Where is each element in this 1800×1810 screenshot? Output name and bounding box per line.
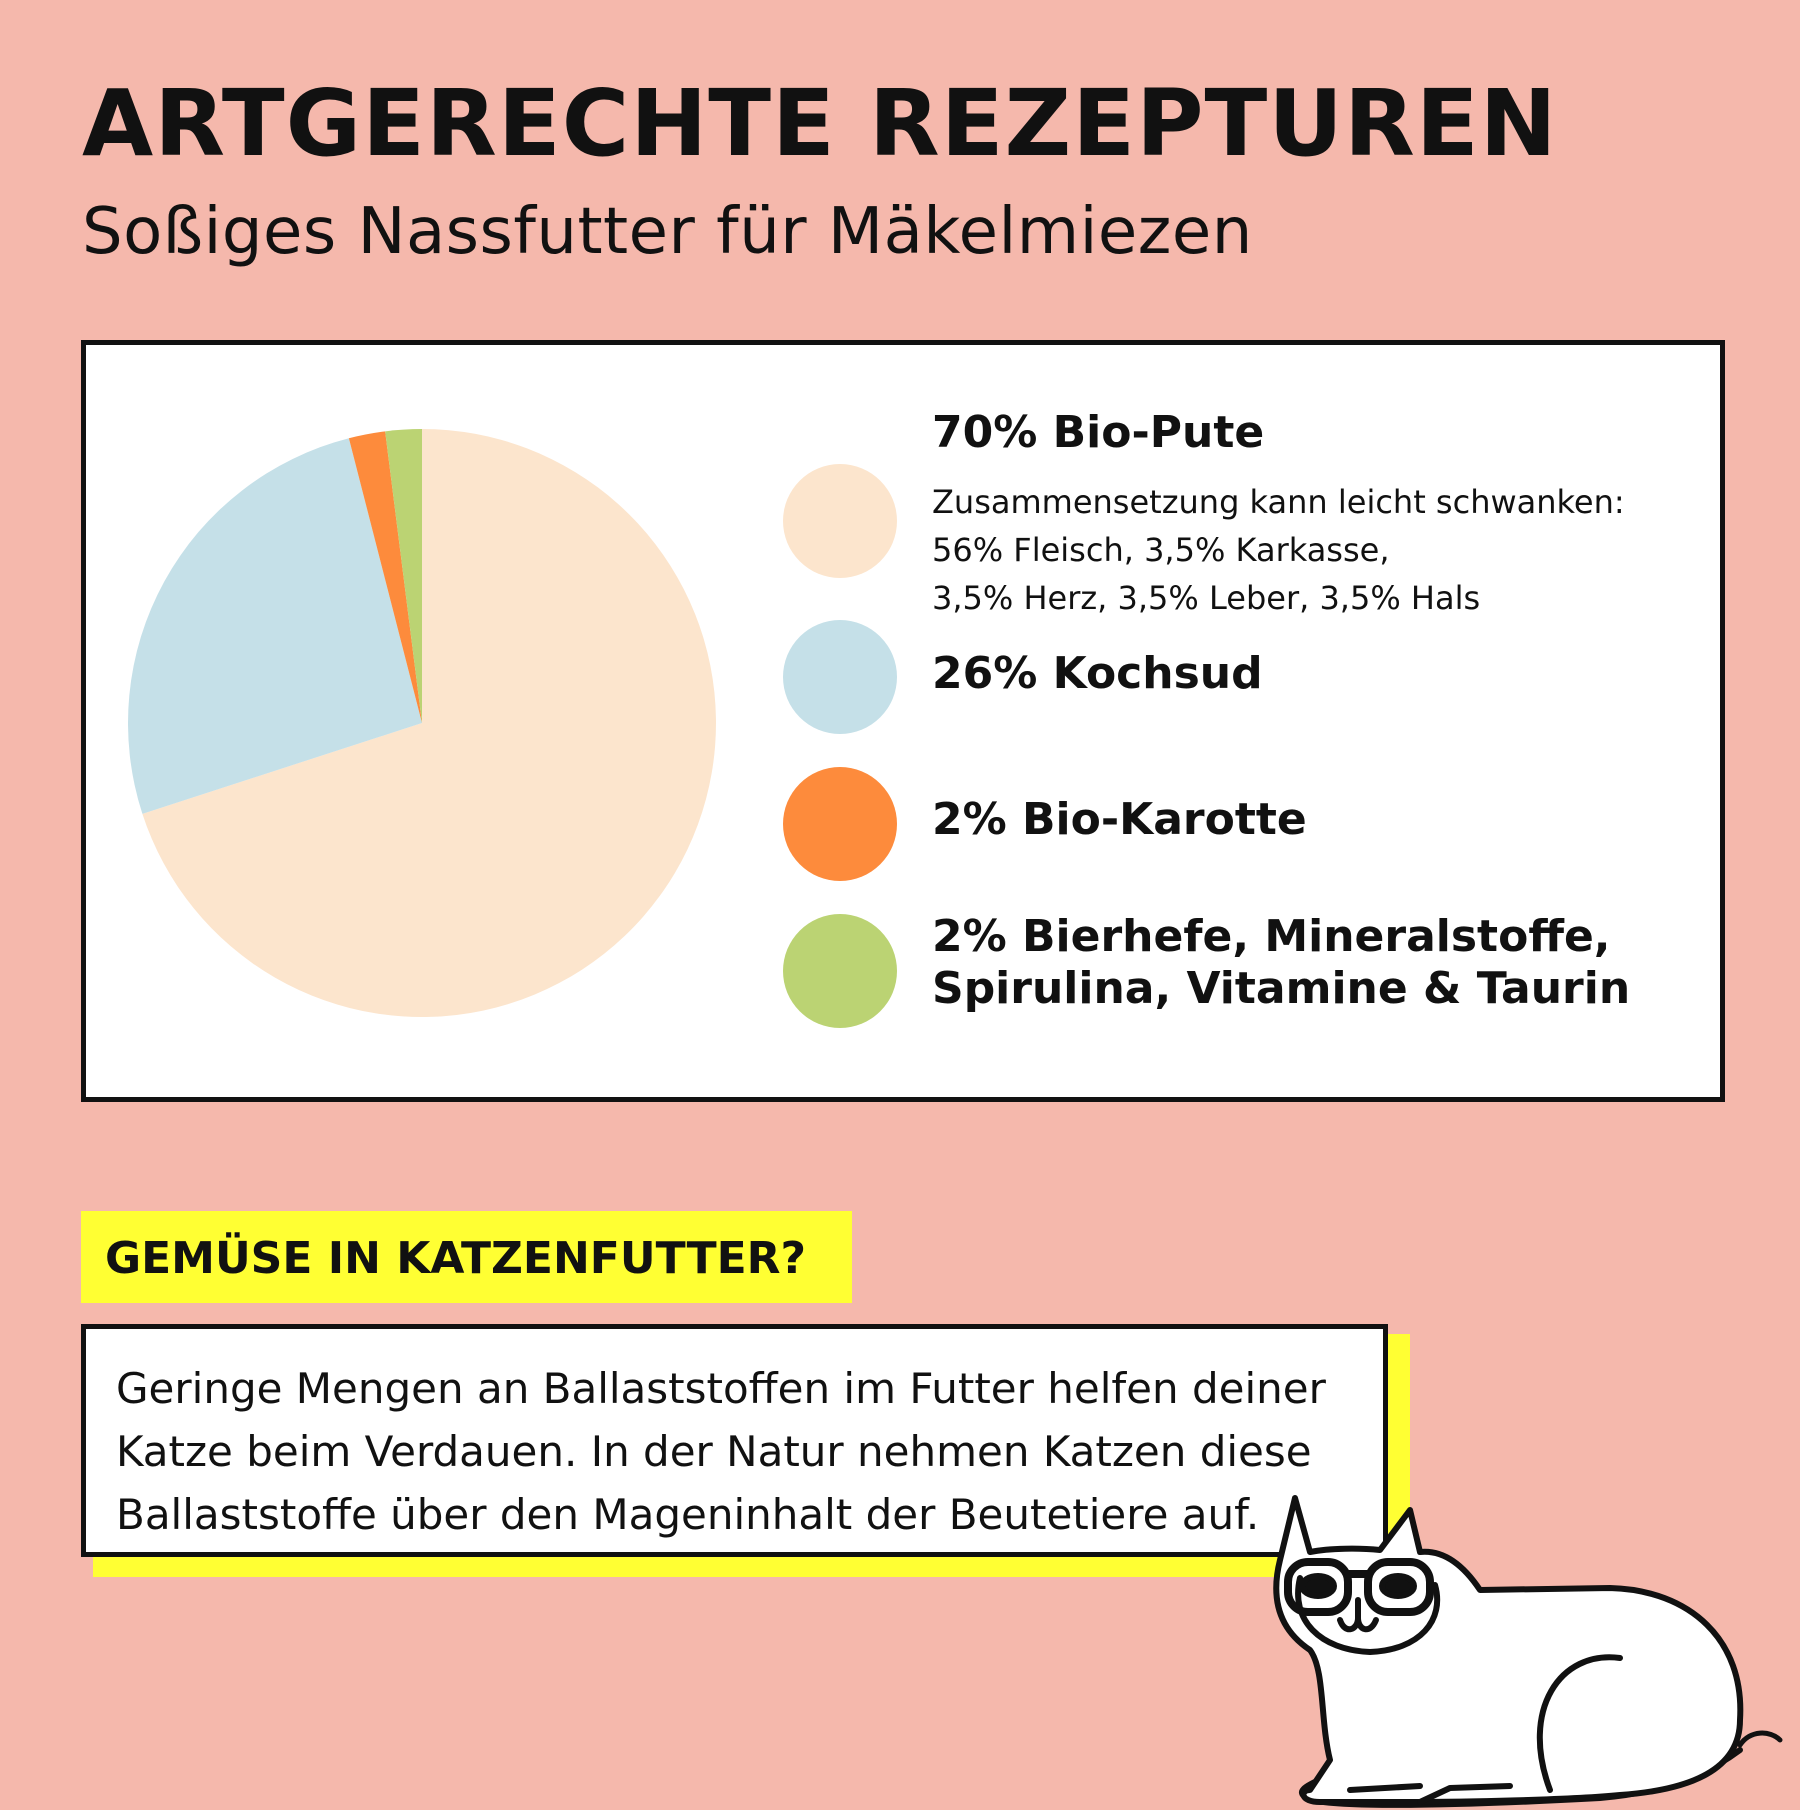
info-box: Geringe Mengen an Ballaststoffen im Futt… [81, 1324, 1388, 1557]
pie-chart [127, 429, 716, 1017]
info-line: Katze beim Verdauen. In der Natur nehmen… [116, 1427, 1312, 1476]
cat-illustration-icon [1273, 1495, 1783, 1808]
chart-panel: 70% Bio-Pute Zusammensetzung kann leicht… [81, 340, 1725, 1102]
legend-swatch-supplements [783, 914, 897, 1028]
legend-label-supplements: 2% Bierhefe, Mineralstoffe, Spirulina, V… [932, 911, 1631, 1014]
info-line: Geringe Mengen an Ballaststoffen im Futt… [116, 1364, 1326, 1413]
legend-label-kochsud: 26% Kochsud [932, 648, 1263, 699]
page-title: ARTGERECHTE REZEPTUREN [82, 70, 1558, 177]
note-line: 56% Fleisch, 3,5% Karkasse, [932, 531, 1390, 569]
legend-label-bio-pute: 70% Bio-Pute [932, 407, 1265, 458]
composition-note: Zusammensetzung kann leicht schwanken: 5… [932, 478, 1625, 622]
info-heading: GEMÜSE IN KATZENFUTTER? [105, 1233, 807, 1284]
legend-swatch-bio-pute [783, 464, 897, 578]
pie-slice-kochsud [127, 438, 422, 814]
page-subtitle: Soßiges Nassfutter für Mäkelmiezen [82, 195, 1253, 269]
note-line: 3,5% Herz, 3,5% Leber, 3,5% Hals [932, 579, 1481, 617]
info-text: Geringe Mengen an Ballaststoffen im Futt… [116, 1357, 1386, 1546]
info-heading-label: GEMÜSE IN KATZENFUTTER? [81, 1211, 852, 1303]
legend-swatch-bio-karotte [783, 767, 897, 881]
note-line: Zusammensetzung kann leicht schwanken: [932, 483, 1625, 521]
info-line: Ballaststoffe über den Mageninhalt der B… [116, 1490, 1260, 1539]
legend-label-bio-karotte: 2% Bio-Karotte [932, 794, 1307, 845]
pie-slice-supplements [385, 429, 422, 723]
pie-slice-bio-pute [142, 429, 716, 1017]
legend-swatch-kochsud [783, 620, 897, 734]
pie-slice-bio-karotte [348, 431, 422, 723]
